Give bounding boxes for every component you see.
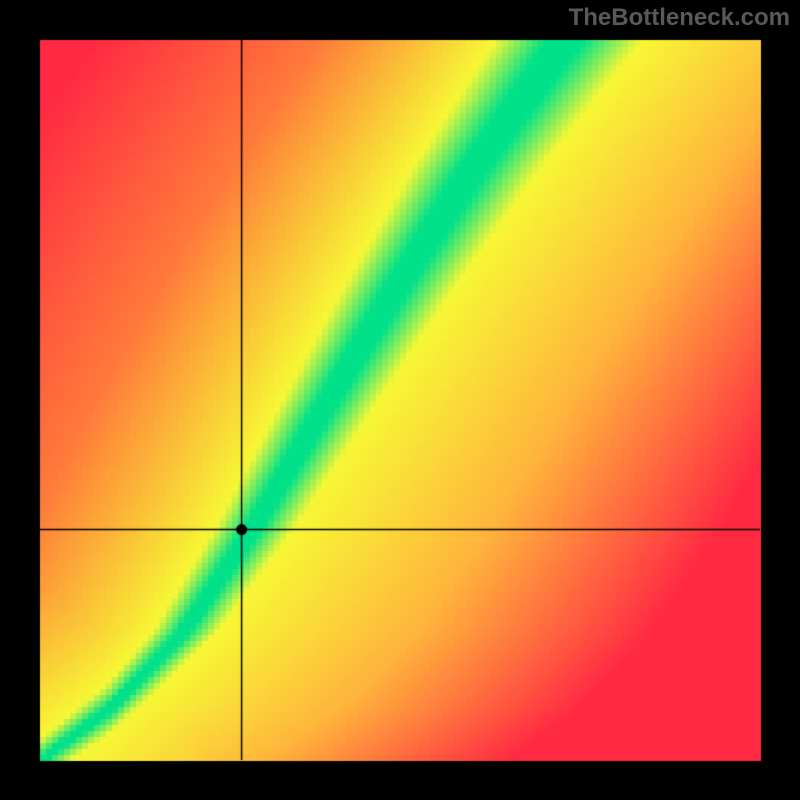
bottleneck-heatmap (0, 0, 800, 800)
chart-container: TheBottleneck.com (0, 0, 800, 800)
watermark-text: TheBottleneck.com (569, 4, 790, 32)
